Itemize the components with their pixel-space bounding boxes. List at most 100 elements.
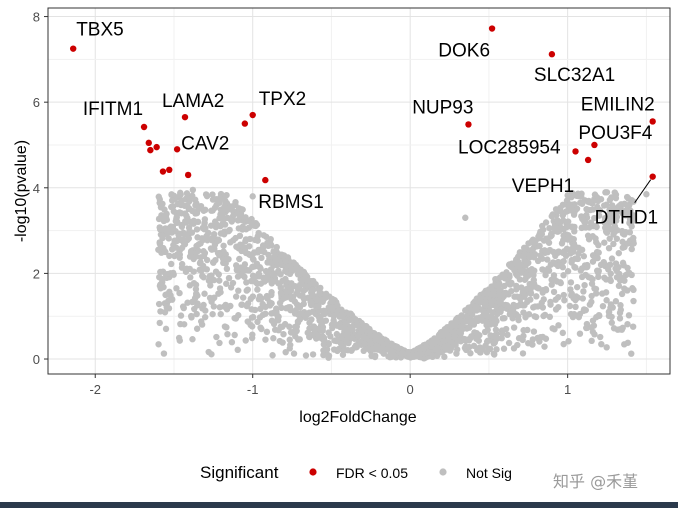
point-not-sig [165, 235, 172, 242]
point-not-sig [380, 350, 387, 357]
point-not-sig [582, 224, 589, 231]
point-not-sig [225, 227, 232, 235]
axes: -2 -1 0 1 0 2 4 6 8 [33, 10, 571, 397]
point-not-sig [325, 340, 332, 347]
point-not-sig [510, 301, 517, 309]
point-not-sig [506, 272, 513, 279]
point-not-sig [557, 204, 564, 212]
point-not-sig [194, 302, 201, 309]
point-not-sig [564, 192, 571, 199]
point-not-sig [580, 306, 588, 313]
point-not-sig [294, 319, 302, 326]
point-not-sig [174, 251, 181, 258]
legend-key-notsig [439, 468, 447, 476]
point-not-sig [279, 277, 286, 284]
point-not-sig [487, 302, 494, 309]
point-not-sig [404, 349, 411, 356]
point-not-sig [536, 242, 543, 250]
point-not-sig [308, 316, 315, 323]
point-not-sig [254, 237, 261, 244]
point-not-sig [548, 281, 555, 288]
point-not-sig [309, 308, 316, 315]
point-not-sig [282, 257, 289, 265]
point-not-sig [277, 271, 284, 278]
point-not-sig [235, 287, 242, 294]
point-not-sig [531, 251, 539, 258]
point-not-sig [247, 295, 254, 303]
point-not-sig [274, 261, 281, 269]
point-not-sig [587, 219, 595, 226]
point-not-sig [597, 261, 605, 269]
point-not-sig [549, 325, 556, 332]
point-not-sig [583, 320, 591, 328]
point-not-sig [603, 344, 610, 351]
point-not-sig [444, 343, 452, 350]
point-not-sig [225, 255, 232, 263]
point-not-sig [213, 333, 220, 341]
point-not-sig [188, 229, 196, 236]
point-not-sig [555, 303, 562, 311]
point-not-sig [168, 246, 176, 253]
gene-label: NUP93 [412, 97, 473, 118]
point-not-sig [533, 293, 540, 300]
point-significant [572, 148, 579, 155]
point-not-sig [568, 207, 575, 214]
point-not-sig [168, 197, 176, 204]
point-not-sig [288, 280, 295, 287]
point-not-sig [246, 235, 254, 243]
point-not-sig [554, 217, 561, 224]
point-not-sig [201, 313, 209, 321]
point-not-sig [624, 320, 631, 328]
point-not-sig [216, 339, 223, 347]
point-not-sig [343, 338, 350, 345]
point-not-sig [599, 302, 607, 310]
point-not-sig [425, 349, 433, 356]
point-not-sig [567, 310, 575, 318]
point-not-sig [630, 240, 637, 247]
point-not-sig [625, 312, 633, 319]
point-not-sig [601, 239, 608, 246]
x-tick-label: 0 [407, 382, 414, 397]
point-not-sig [173, 213, 180, 221]
point-not-sig [309, 351, 317, 358]
point-not-sig [613, 274, 621, 281]
point-not-sig [315, 325, 322, 333]
point-not-sig [334, 302, 341, 309]
point-not-sig [290, 266, 298, 273]
point-not-sig [468, 333, 475, 340]
point-not-sig [595, 212, 603, 219]
point-not-sig [215, 271, 222, 278]
point-not-sig [603, 229, 611, 236]
point-not-sig [597, 333, 604, 341]
point-not-sig [193, 226, 201, 233]
point-not-sig [570, 295, 577, 302]
point-not-sig [286, 262, 294, 270]
point-not-sig [287, 306, 294, 314]
point-not-sig [458, 312, 465, 319]
point-not-sig [619, 244, 626, 251]
point-not-sig [249, 193, 256, 200]
point-not-sig [550, 288, 558, 296]
x-axis-label: log2FoldChange [299, 409, 417, 426]
point-not-sig [618, 208, 625, 215]
point-not-sig [270, 309, 277, 317]
gene-label: DTHD1 [595, 208, 658, 229]
point-not-sig [499, 315, 506, 322]
point-not-sig [210, 303, 217, 310]
point-not-sig [560, 272, 567, 279]
point-not-sig [585, 197, 593, 205]
point-not-sig [162, 214, 170, 221]
point-not-sig [315, 302, 322, 310]
point-not-sig [271, 253, 278, 261]
point-not-sig [610, 325, 618, 332]
point-not-sig [186, 205, 193, 212]
point-not-sig [375, 337, 382, 344]
point-not-sig [195, 247, 202, 255]
point-not-sig [223, 280, 230, 287]
point-not-sig [629, 323, 637, 330]
point-not-sig [564, 236, 572, 243]
point-not-sig [320, 341, 328, 348]
point-not-sig [272, 277, 279, 285]
point-not-sig [189, 186, 197, 194]
point-not-sig [643, 191, 650, 198]
